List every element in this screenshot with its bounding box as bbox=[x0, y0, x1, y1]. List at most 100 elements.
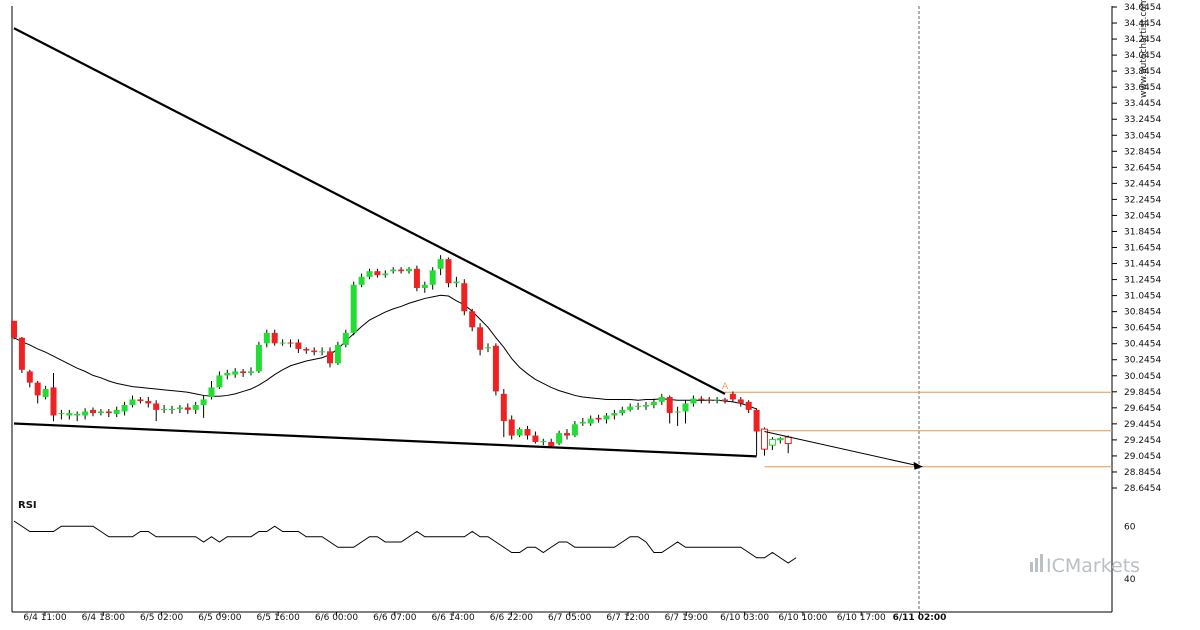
bullish-candle bbox=[485, 347, 491, 349]
bullish-candle bbox=[200, 399, 207, 406]
brand-name: ICMarkets bbox=[1046, 555, 1140, 577]
bearish-candle bbox=[761, 428, 768, 450]
bearish-candle bbox=[461, 283, 468, 312]
y-tick-label: 33.6454 bbox=[1124, 83, 1161, 93]
bullish-candle bbox=[437, 259, 444, 269]
bullish-candle bbox=[113, 409, 120, 414]
y-tick-label: 34.0454 bbox=[1124, 51, 1161, 61]
bullish-candle bbox=[350, 284, 357, 333]
candles bbox=[11, 255, 792, 456]
x-tick-label: 6/11 02:00 bbox=[893, 613, 947, 623]
bearish-candle bbox=[784, 436, 792, 445]
bearish-candle bbox=[295, 342, 302, 349]
bullish-candle bbox=[82, 411, 89, 416]
y-tick-label: 28.8454 bbox=[1124, 468, 1161, 478]
x-tick-label: 6/4 11:00 bbox=[23, 613, 67, 623]
brand-bar-3 bbox=[1040, 554, 1043, 572]
y-tick-label: 32.6454 bbox=[1124, 163, 1161, 173]
y-tick-label: 33.8454 bbox=[1124, 67, 1161, 77]
bullish-candle bbox=[453, 281, 460, 284]
watermark-text: www.autochartist.com bbox=[1139, 0, 1149, 98]
bearish-candle bbox=[271, 332, 278, 344]
bullish-candle bbox=[603, 415, 610, 420]
bearish-candle bbox=[26, 371, 33, 383]
y-tick-label: 34.2454 bbox=[1124, 35, 1161, 45]
bullish-candle bbox=[690, 398, 697, 404]
bullish-candle bbox=[334, 344, 341, 364]
y-tick-label: 29.0454 bbox=[1124, 452, 1161, 462]
trendlines bbox=[13, 27, 923, 470]
y-tick-label: 32.4454 bbox=[1124, 179, 1161, 189]
brand-logo: ICMarkets bbox=[1030, 554, 1140, 577]
x-tick-label: 6/7 19:00 bbox=[665, 613, 709, 623]
bearish-candle bbox=[524, 429, 531, 436]
bullish-candle bbox=[279, 342, 286, 344]
bullish-candle bbox=[650, 401, 657, 406]
bullish-candle bbox=[421, 284, 428, 289]
y-tick-label: 32.8454 bbox=[1124, 147, 1161, 157]
bullish-candle bbox=[714, 399, 721, 401]
x-tick-label: 6/6 07:00 bbox=[373, 613, 417, 623]
bullish-candle bbox=[658, 397, 665, 402]
bearish-candle bbox=[753, 409, 760, 432]
resistance-trendline bbox=[13, 27, 726, 395]
bullish-candle bbox=[516, 429, 523, 436]
bearish-candle bbox=[184, 407, 191, 410]
bullish-candle bbox=[619, 409, 626, 414]
y-tick-label: 29.6454 bbox=[1124, 404, 1161, 414]
bullish-candle bbox=[192, 405, 199, 410]
bearish-candle bbox=[153, 403, 160, 410]
x-tick-label: 6/5 09:00 bbox=[198, 613, 242, 623]
bullish-candle bbox=[129, 399, 136, 406]
rsi-tick-label: 60 bbox=[1124, 522, 1136, 532]
y-tick-label: 29.4454 bbox=[1124, 420, 1161, 430]
bullish-candle bbox=[161, 409, 168, 411]
y-tick-label: 31.4454 bbox=[1124, 260, 1161, 270]
y-tick-label: 30.6454 bbox=[1124, 324, 1161, 334]
price-axis: 34.6454 34.4454 34.2454 34.0454 33.8454 33.64… bbox=[1112, 3, 1161, 494]
bearish-candle bbox=[469, 311, 476, 328]
x-tick-label: 6/4 18:00 bbox=[82, 613, 126, 623]
y-tick-label: 33.4454 bbox=[1124, 99, 1161, 109]
bearish-candle bbox=[145, 401, 152, 404]
moving-average-line bbox=[13, 294, 757, 410]
bullish-candle bbox=[42, 389, 49, 398]
y-tick-label: 30.8454 bbox=[1124, 308, 1161, 318]
bearish-candle bbox=[548, 441, 555, 446]
bullish-candle bbox=[556, 433, 563, 444]
time-axis: 6/4 11:00 6/4 18:00 6/5 02:00 6/5 09:00 6/5 … bbox=[23, 612, 946, 623]
y-tick-label: 31.8454 bbox=[1124, 227, 1161, 237]
bearish-candle bbox=[287, 342, 294, 344]
x-tick-label: 6/5 16:00 bbox=[257, 613, 301, 623]
bearish-candle bbox=[374, 271, 381, 276]
bearish-candle bbox=[745, 401, 752, 410]
bearish-candle bbox=[137, 399, 144, 402]
y-tick-label: 30.0454 bbox=[1124, 372, 1161, 382]
bullish-candle bbox=[627, 406, 634, 410]
bullish-candle bbox=[571, 424, 578, 436]
x-tick-label: 6/7 05:00 bbox=[548, 613, 592, 623]
pattern-point-label: A bbox=[722, 382, 729, 392]
bearish-candle bbox=[34, 382, 41, 396]
y-tick-label: 30.2454 bbox=[1124, 356, 1161, 366]
bearish-candle bbox=[413, 268, 420, 289]
x-tick-label: 6/10 10:00 bbox=[778, 613, 827, 623]
bearish-candle bbox=[508, 419, 515, 436]
rsi-panel: RSI 60 40 bbox=[13, 500, 1136, 585]
bearish-candle bbox=[311, 350, 318, 353]
bullish-candle bbox=[66, 413, 73, 416]
y-tick-label: 31.0454 bbox=[1124, 292, 1161, 302]
bearish-candle bbox=[737, 399, 744, 404]
projection-arrowhead bbox=[913, 461, 923, 470]
bullish-candle bbox=[255, 344, 262, 372]
y-tick-label: 33.0454 bbox=[1124, 131, 1161, 141]
bearish-candle bbox=[698, 398, 705, 400]
bullish-candle bbox=[406, 268, 412, 272]
bullish-candle bbox=[611, 413, 618, 416]
bearish-candle bbox=[595, 417, 602, 420]
bullish-candle bbox=[121, 405, 128, 412]
bearish-candle bbox=[90, 409, 96, 414]
x-tick-label: 6/6 14:00 bbox=[431, 613, 475, 623]
bullish-candle bbox=[176, 407, 183, 410]
